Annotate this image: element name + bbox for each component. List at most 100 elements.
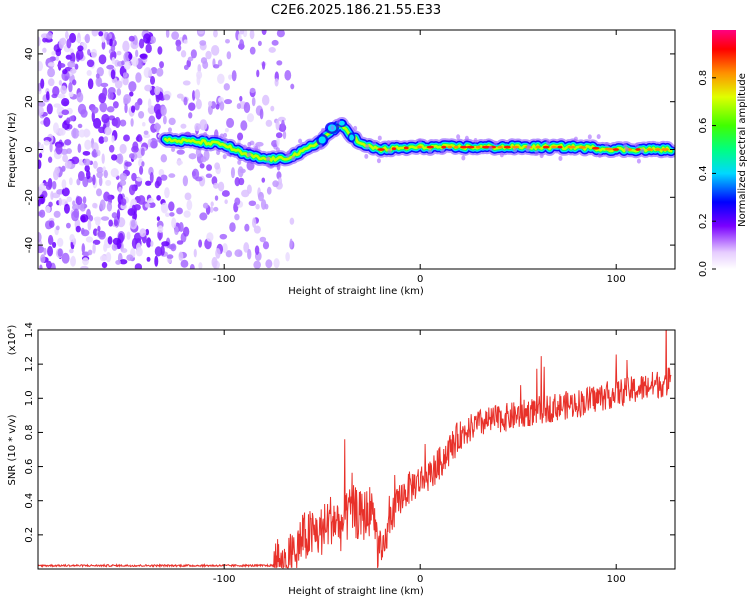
colorbar-ticks: 0.0 0.2 0.4 0.6 0.8 (698, 70, 716, 277)
speckle-blob (128, 53, 133, 60)
speckle-blob (118, 186, 122, 193)
speckle-blob (253, 225, 261, 234)
speckle-blob (68, 91, 74, 98)
spectrogram-y-tick-label: 20 (24, 95, 35, 108)
speckle-blob (87, 249, 93, 256)
spectrogram-speckle (38, 30, 295, 269)
speckle-blob (150, 75, 156, 85)
speckle-blob (126, 231, 131, 240)
ridge-halo-dot (573, 136, 578, 142)
speckle-blob (243, 242, 250, 253)
speckle-blob (164, 187, 170, 199)
speckle-blob (103, 136, 109, 143)
ridge-halo-dot (473, 138, 478, 144)
speckle-blob (167, 258, 172, 264)
speckle-blob (86, 69, 92, 76)
speckle-blob (221, 190, 230, 197)
speckle-blob (123, 51, 130, 63)
ridge-halo-dot (223, 132, 228, 138)
ridge-core (654, 148, 661, 151)
speckle-blob (96, 188, 102, 197)
speckle-blob (146, 256, 151, 262)
speckle-blob (213, 206, 219, 212)
ridge-core (466, 145, 475, 149)
ridge-halo-dot (254, 145, 259, 151)
speckle-blob (289, 238, 293, 249)
speckle-blob (92, 174, 96, 186)
speckle-blob (199, 163, 205, 169)
speckle-blob (157, 225, 164, 233)
speckle-blob (98, 176, 103, 187)
ridge-halo-dot (499, 152, 504, 158)
speckle-blob (211, 256, 218, 268)
speckle-blob (160, 202, 169, 214)
ridge-halo-dot (640, 148, 645, 154)
speckle-blob (130, 105, 136, 113)
ridge-halo-dot (171, 146, 176, 152)
speckle-blob (76, 92, 84, 103)
speckle-blob (119, 179, 127, 186)
speckle-blob (176, 240, 184, 245)
speckle-blob (268, 47, 276, 53)
speckle-blob (234, 176, 241, 187)
speckle-blob (77, 143, 82, 153)
speckle-blob (47, 156, 53, 163)
speckle-blob (131, 172, 137, 182)
speckle-blob (92, 202, 98, 209)
speckle-blob (183, 210, 191, 218)
ridge-halo-dot (242, 144, 247, 150)
ridge-halo-dot (387, 148, 392, 154)
speckle-blob (73, 208, 80, 218)
ridge-core (635, 148, 641, 151)
speckle-blob (101, 153, 105, 164)
speckle-blob (55, 143, 63, 155)
ridge-core (453, 145, 459, 149)
speckle-blob (147, 197, 154, 204)
speckle-blob (62, 154, 68, 163)
ridge-halo-dot (376, 158, 381, 164)
snr-series-line (38, 330, 672, 569)
speckle-blob (121, 248, 128, 254)
speckle-blob (105, 252, 112, 263)
speckle-blob (168, 117, 176, 126)
speckle-blob (76, 37, 82, 43)
ridge-halo-dot (330, 125, 335, 131)
speckle-blob (91, 30, 99, 37)
speckle-blob (255, 141, 264, 147)
speckle-blob (57, 237, 64, 247)
speckle-blob (222, 243, 228, 254)
speckle-blob (219, 101, 225, 111)
ridge-halo-dot (266, 156, 271, 162)
ridge-core (551, 145, 557, 149)
speckle-blob (183, 96, 188, 106)
speckle-blob (160, 154, 168, 163)
snr-panel: -100 0 100 0.2 0.4 0.6 0.8 1.0 1.2 1.4 Height of… (7, 322, 676, 597)
speckle-blob (272, 180, 279, 188)
speckle-blob (92, 243, 96, 254)
speckle-blob (103, 191, 111, 202)
speckle-blob (61, 109, 70, 116)
speckle-blob (128, 153, 135, 159)
snr-x-label: Height of straight line (km) (288, 586, 424, 597)
speckle-blob (281, 119, 285, 131)
speckle-blob (45, 260, 52, 269)
speckle-blob (61, 187, 70, 197)
speckle-blob (237, 166, 244, 178)
spectrogram-x-label: Height of straight line (km) (288, 286, 424, 297)
speckle-blob (262, 241, 270, 250)
speckle-blob (166, 254, 174, 260)
colorbar-tick-label: 0.4 (698, 165, 709, 181)
speckle-blob (46, 103, 53, 115)
speckle-blob (251, 217, 257, 228)
spectrogram-y-ticks: -40 -20 0 20 40 (24, 48, 675, 253)
speckle-blob (61, 252, 70, 264)
ridge-halo-dot (417, 138, 422, 144)
speckle-blob (48, 220, 55, 228)
speckle-blob (234, 249, 243, 258)
speckle-blob (111, 154, 118, 161)
spectrogram-y-tick-label: -40 (24, 237, 35, 253)
speckle-blob (66, 148, 72, 155)
speckle-blob (150, 66, 158, 75)
ridge-halo-dot (275, 147, 280, 153)
speckle-blob (58, 80, 63, 86)
